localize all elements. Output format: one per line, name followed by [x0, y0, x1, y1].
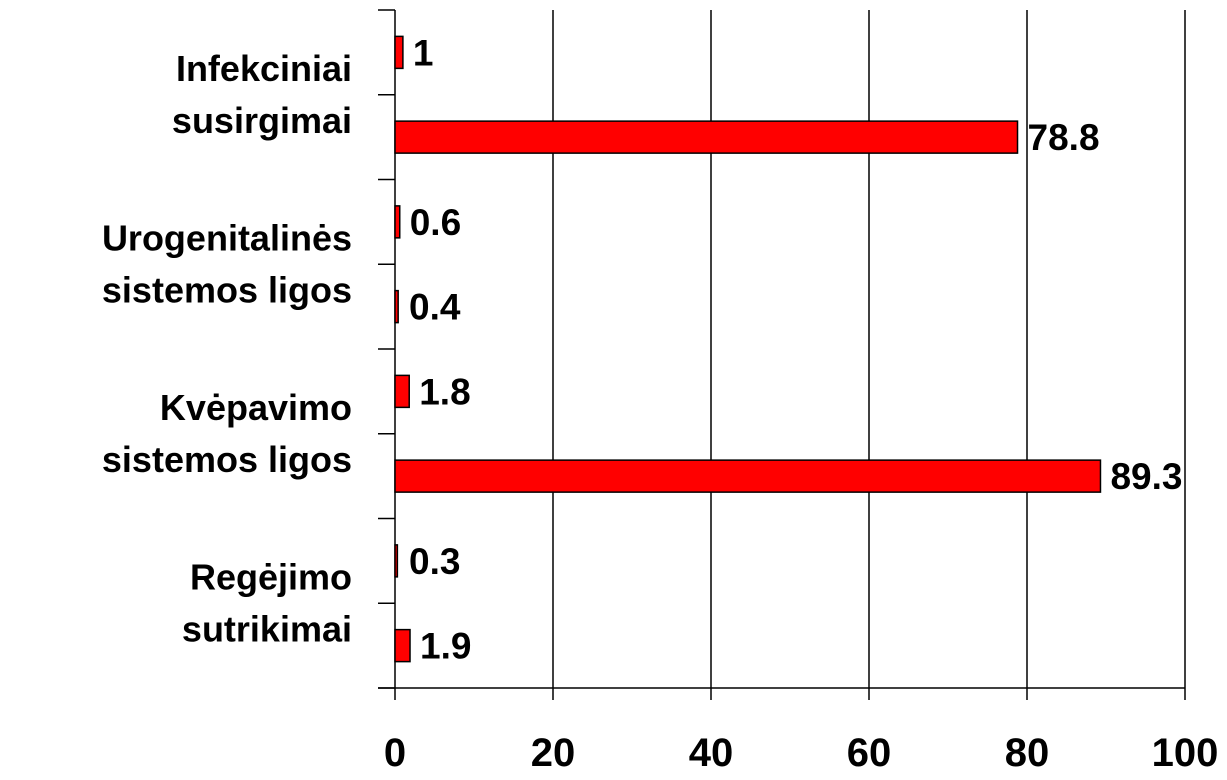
category-label: Regėjimo sutrikimai: [182, 556, 352, 649]
bar: [394, 289, 399, 324]
category-label: Urogenitalinės sistemos ligos: [102, 217, 352, 310]
category-label: Kvėpavimo sistemos ligos: [102, 387, 352, 480]
data-label: 1: [413, 32, 434, 73]
category-label-line: sistemos ligos: [102, 439, 352, 480]
x-tick-label: 40: [689, 731, 734, 775]
category-label: Infekciniai susirgimai: [172, 48, 352, 141]
data-label: 0.6: [410, 202, 461, 243]
category-label-line: susirgimai: [172, 100, 352, 141]
category-label-line: Infekciniai: [176, 48, 352, 89]
bar: [394, 459, 1102, 493]
bar: [394, 120, 1019, 154]
x-tick-label: 0: [384, 731, 406, 775]
x-tick-label: 60: [847, 731, 892, 775]
x-tick-label: 20: [531, 731, 576, 775]
data-label: 1.9: [420, 626, 471, 667]
bar: [394, 544, 399, 578]
data-label: 78.8: [1028, 117, 1100, 158]
data-label: 0.4: [409, 287, 461, 328]
category-label-line: sutrikimai: [182, 608, 352, 649]
category-label-line: Urogenitalinės: [102, 217, 352, 258]
bar: [394, 374, 410, 409]
category-label-line: Regėjimo: [190, 556, 352, 597]
data-label: 0.3: [409, 541, 460, 582]
category-label-line: Kvėpavimo: [160, 387, 352, 428]
bar: [394, 35, 404, 70]
x-tick-label: 100: [1152, 731, 1219, 775]
data-label: 89.3: [1110, 456, 1182, 497]
category-label-line: sistemos ligos: [102, 269, 352, 310]
x-tick-label: 80: [1005, 731, 1050, 775]
bar: [394, 205, 401, 239]
bar: [394, 628, 411, 663]
data-label: 1.8: [419, 371, 470, 412]
